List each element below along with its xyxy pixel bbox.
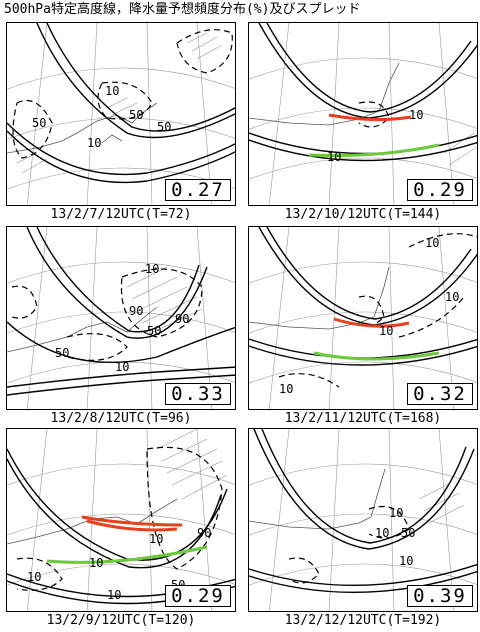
contour-label: 10 xyxy=(279,382,293,396)
map-panel-t72: 50 10 50 50 10 0.27 xyxy=(6,22,236,206)
red-line xyxy=(81,515,183,527)
contour-label: 50 xyxy=(32,116,46,130)
contour-label: 10 xyxy=(389,506,403,520)
contour-label: 10 xyxy=(379,324,393,338)
contour-label: 10 xyxy=(89,556,103,570)
panel-caption: 13/2/8/12UTC(T=96) xyxy=(50,411,192,426)
figure-title: 500hPa特定高度線，降水量予想頻度分布(%)及びスプレッド xyxy=(4,2,361,17)
height-contours xyxy=(7,227,235,396)
contour-label: 10 xyxy=(149,532,163,546)
precip-hatch xyxy=(418,483,465,524)
contour-label: 50 xyxy=(55,346,69,360)
map-t144: 10 10 xyxy=(249,23,477,205)
freq-contours xyxy=(16,446,223,591)
contour-label: 90 xyxy=(129,304,143,318)
coastline xyxy=(249,468,386,530)
map-panel-t144: 10 10 0.29 xyxy=(248,22,478,206)
freq-contours xyxy=(12,29,233,159)
lat-lon-grid xyxy=(7,23,235,205)
height-contours xyxy=(249,429,477,593)
contour-label: 50 xyxy=(147,324,161,338)
contour-label: 90 xyxy=(175,312,189,326)
contour-label: 10 xyxy=(375,526,389,540)
lat-lon-grid xyxy=(249,227,477,409)
spread-value: 0.29 xyxy=(165,585,231,607)
lat-lon-grid xyxy=(249,23,477,205)
freq-contours xyxy=(278,233,477,388)
red-line xyxy=(333,317,410,328)
spread-value: 0.27 xyxy=(165,179,231,201)
red-line xyxy=(328,113,412,122)
contour-label: 10 xyxy=(425,236,439,250)
map-t168: 10 10 10 10 xyxy=(249,227,477,409)
precip-hatch xyxy=(16,32,223,174)
precip-hatch xyxy=(126,266,203,336)
green-line xyxy=(308,143,440,158)
green-line xyxy=(46,545,208,564)
green-line xyxy=(313,351,440,361)
map-t72: 50 10 50 50 10 xyxy=(7,23,235,205)
panel-caption: 13/2/12/12UTC(T=192) xyxy=(284,613,442,628)
coastline xyxy=(7,498,178,545)
coastline xyxy=(7,306,158,353)
map-t120: 10 90 10 10 50 10 xyxy=(7,429,235,611)
map-panel-t168: 10 10 10 10 0.32 xyxy=(248,226,478,410)
contour-label: 10 xyxy=(87,136,101,150)
contour-label: 50 xyxy=(401,526,415,540)
coastline xyxy=(7,102,158,154)
contour-label: 10 xyxy=(145,262,159,276)
freq-contours xyxy=(288,505,410,584)
map-panel-t192: 10 10 50 10 0.39 xyxy=(248,428,478,612)
contour-label: 10 xyxy=(445,290,459,304)
contour-label: 10 xyxy=(27,570,41,584)
freq-contours xyxy=(358,101,390,128)
spread-value: 0.33 xyxy=(165,383,231,405)
contour-label: 10 xyxy=(399,554,413,568)
precip-hatch xyxy=(156,429,228,500)
spread-value: 0.32 xyxy=(407,383,473,405)
contour-label: 10 xyxy=(107,588,121,602)
freq-contours xyxy=(11,268,203,361)
map-t192: 10 10 50 10 xyxy=(249,429,477,611)
panel-caption: 13/2/11/12UTC(T=168) xyxy=(284,411,442,426)
panel-caption: 13/2/9/12UTC(T=120) xyxy=(46,613,196,628)
spread-value: 0.39 xyxy=(407,585,473,607)
panel-caption: 13/2/7/12UTC(T=72) xyxy=(50,207,192,222)
contour-label: 10 xyxy=(409,108,423,122)
contour-label: 90 xyxy=(197,526,211,540)
contour-label: 50 xyxy=(129,108,143,122)
contour-label: 10 xyxy=(115,360,129,374)
panel-caption: 13/2/10/12UTC(T=144) xyxy=(284,207,442,222)
map-t96: 10 90 50 90 50 10 xyxy=(7,227,235,409)
spread-value: 0.29 xyxy=(407,179,473,201)
map-panel-t96: 10 90 50 90 50 10 0.33 xyxy=(6,226,236,410)
contour-label: 10 xyxy=(327,150,341,164)
map-panel-t120: 10 90 10 10 50 10 0.29 xyxy=(6,428,236,612)
contour-label: 50 xyxy=(157,120,171,134)
height-contours xyxy=(249,23,477,162)
red-line-2 xyxy=(86,519,178,532)
contour-label: 10 xyxy=(105,84,119,98)
height-contours xyxy=(7,23,235,184)
